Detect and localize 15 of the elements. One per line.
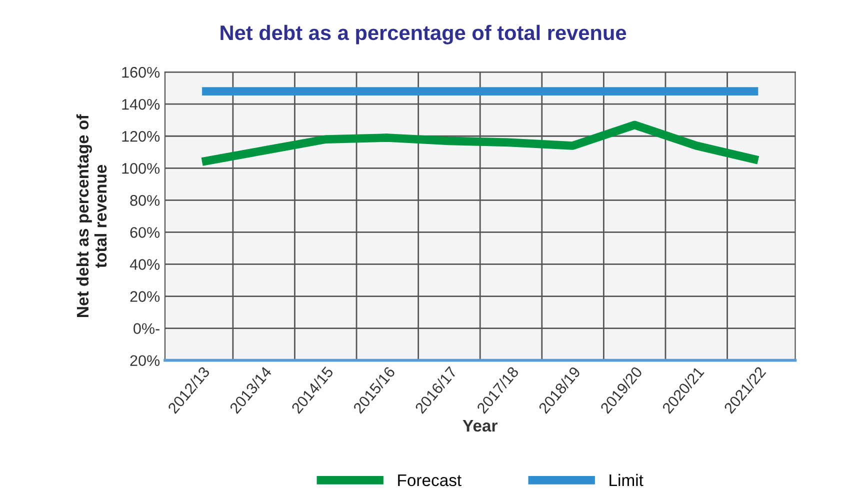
- y-tick-label: 0%-: [134, 323, 160, 334]
- y-tick-label: 160%: [122, 66, 160, 78]
- x-axis-title: Year: [462, 420, 498, 432]
- y-tick-label: 40%: [130, 259, 160, 270]
- y-tick-label: 120%: [122, 130, 160, 142]
- legend-label: Limit: [610, 474, 644, 486]
- y-tick-label: 80%: [130, 195, 160, 206]
- y-tick-label: 140%: [122, 98, 160, 110]
- y-tick-label: 100%: [122, 163, 160, 174]
- chart-title: Net debt as a percentage of total revenue: [220, 24, 626, 44]
- legend-label: Forecast: [398, 474, 462, 486]
- y-tick-label: 60%: [130, 227, 160, 238]
- y-tick-label: 20%: [130, 291, 160, 302]
- y-axis-title: Net debt as percentage of total revenue: [76, 114, 107, 317]
- y-tick-label: 20%: [130, 355, 160, 366]
